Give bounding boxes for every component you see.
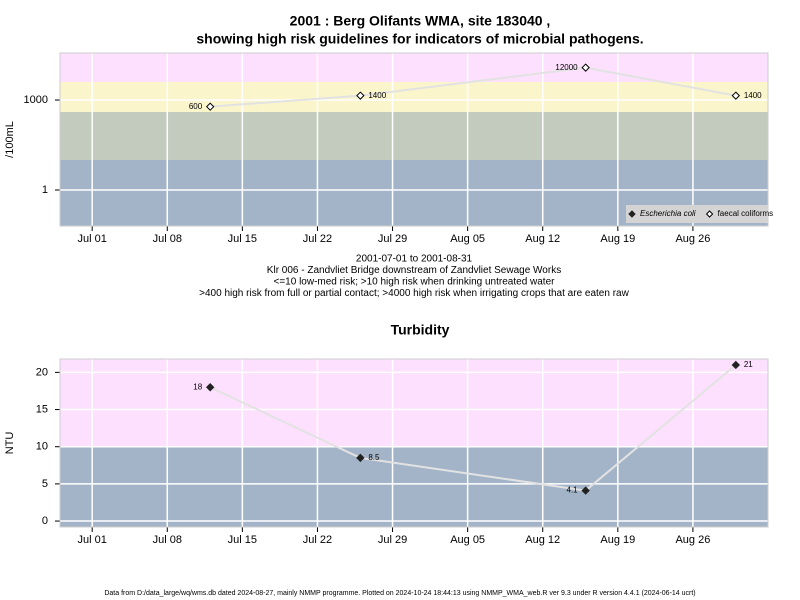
y-tick-label: 10 — [36, 441, 48, 453]
y-tick-label: 20 — [36, 366, 48, 378]
x-tick-label: Jul 29 — [378, 233, 407, 245]
x-tick-label: Aug 19 — [600, 233, 635, 245]
data-label: 21 — [744, 360, 753, 369]
x-tick-label: Jul 01 — [78, 233, 107, 245]
caption: Klr 006 - Zandvliet Bridge downstream of… — [267, 265, 561, 276]
caption: >400 high risk from full or partial cont… — [199, 288, 629, 299]
x-tick-label: Aug 26 — [675, 233, 710, 245]
x-tick-label: Aug 19 — [600, 534, 635, 546]
legend: Escherichia coli faecal coliforms — [626, 205, 773, 223]
caption: <=10 low-med risk; >10 high risk when dr… — [274, 277, 556, 288]
data-point — [356, 453, 365, 463]
x-tick-label: Jul 29 — [378, 534, 407, 546]
data-label: 1400 — [368, 91, 386, 100]
risk-band — [60, 359, 768, 447]
data-label: 4.1 — [567, 486, 579, 495]
legend-symbol — [705, 210, 714, 218]
legend-label: faecal coliforms — [718, 209, 774, 218]
x-tick-label: Jul 08 — [153, 534, 182, 546]
data-point — [731, 360, 741, 370]
y-tick-label: 0 — [42, 515, 48, 527]
series-line — [209, 364, 737, 492]
data-point — [356, 91, 365, 100]
risk-band — [60, 446, 768, 527]
data-point — [581, 486, 590, 495]
x-tick-label: Jul 15 — [228, 534, 257, 546]
y-axis-label: NTU — [4, 432, 16, 455]
y-tick-label: 15 — [36, 403, 48, 415]
data-label: 12000 — [555, 63, 578, 72]
caption: 2001-07-01 to 2001-08-31 — [356, 254, 473, 265]
x-tick-label: Aug 12 — [525, 233, 560, 245]
data-point — [205, 383, 215, 392]
risk-band — [60, 53, 768, 82]
plot-frame — [59, 358, 769, 528]
data-label: 1400 — [744, 91, 762, 100]
data-label: 18 — [193, 382, 202, 391]
x-tick-label: Aug 05 — [450, 534, 485, 546]
legend-label: Escherichia coli — [640, 209, 696, 218]
y-tick-label: 1000 — [24, 94, 48, 106]
legend-symbol — [628, 210, 636, 218]
x-tick-label: Jul 15 — [228, 233, 257, 245]
chart-title: 2001 : Berg Olifants WMA, site 183040 , — [290, 13, 551, 29]
data-point — [581, 63, 590, 72]
x-tick-label: Aug 26 — [675, 534, 710, 546]
x-tick-label: Jul 22 — [303, 233, 332, 245]
series-line — [210, 66, 737, 108]
x-tick-label: Jul 22 — [303, 534, 332, 546]
x-tick-label: Aug 12 — [525, 534, 560, 546]
data-label: 600 — [189, 102, 203, 111]
footer: Data from D:/data_large/wq/wms.db dated … — [104, 590, 695, 597]
y-axis-label: /100mL — [4, 121, 16, 158]
chart-title: Turbidity — [391, 322, 450, 338]
chart-title: showing high risk guidelines for indicat… — [196, 31, 643, 47]
x-tick-label: Aug 05 — [450, 233, 485, 245]
legend-box — [626, 205, 768, 223]
plot-frame — [59, 52, 769, 227]
y-tick-label: 1 — [42, 184, 48, 196]
data-point — [731, 91, 741, 100]
risk-band — [60, 81, 768, 112]
y-tick-label: 5 — [42, 478, 48, 490]
data-point — [205, 102, 215, 111]
x-tick-label: Jul 01 — [78, 534, 107, 546]
risk-band — [60, 111, 768, 161]
data-label: 8.5 — [368, 453, 380, 462]
x-tick-label: Jul 08 — [153, 233, 182, 245]
